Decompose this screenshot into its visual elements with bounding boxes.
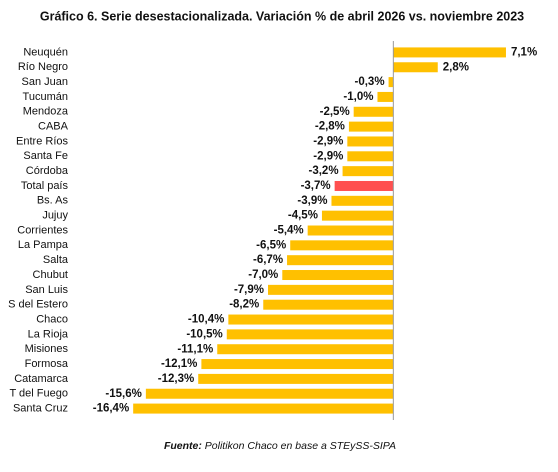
bar xyxy=(290,240,394,251)
bar xyxy=(198,373,394,384)
y-tick-label: San Luis xyxy=(25,284,68,296)
bar xyxy=(348,121,394,132)
bar xyxy=(347,136,394,147)
y-tick-label: T del Fuego xyxy=(9,388,68,400)
y-tick-label: San Juan xyxy=(22,76,68,88)
value-label: -15,6% xyxy=(105,388,141,400)
value-label: -12,3% xyxy=(158,373,194,385)
y-tick-label: S del Estero xyxy=(8,299,68,311)
bar xyxy=(347,151,394,162)
y-tick-label: Chaco xyxy=(36,313,68,325)
y-tick-label: CABA xyxy=(38,121,69,133)
value-label: -7,9% xyxy=(234,284,264,296)
value-label: -4,5% xyxy=(288,210,318,222)
value-label: -6,5% xyxy=(256,239,286,251)
y-tick-label: Jujuy xyxy=(42,210,68,222)
value-label: -2,8% xyxy=(315,121,345,133)
bar xyxy=(217,344,394,355)
y-tick-label: Neuquén xyxy=(23,46,68,58)
bar xyxy=(393,47,506,58)
value-label: -2,9% xyxy=(313,135,343,147)
bar xyxy=(307,225,394,236)
value-label: -10,5% xyxy=(186,328,222,340)
y-tick-label: Entre Ríos xyxy=(16,135,68,147)
value-label: -7,0% xyxy=(248,269,278,281)
y-tick-label: Catamarca xyxy=(14,373,69,385)
bar xyxy=(287,255,394,266)
y-tick-label: Mendoza xyxy=(23,106,69,118)
value-label: -0,3% xyxy=(355,76,385,88)
bar xyxy=(282,270,394,281)
value-label: -1,0% xyxy=(343,91,373,103)
y-tick-label: Corrientes xyxy=(17,224,68,236)
value-label: -12,1% xyxy=(161,358,197,370)
value-label: -5,4% xyxy=(274,225,304,237)
y-tick-label: La Rioja xyxy=(28,328,69,340)
y-tick-label: Tucumán xyxy=(23,91,68,103)
value-label: -6,7% xyxy=(253,254,283,266)
bar xyxy=(228,314,394,325)
bar xyxy=(268,284,394,295)
y-tick-label: Córdoba xyxy=(26,165,69,177)
y-tick-label: La Pampa xyxy=(18,239,69,251)
bar xyxy=(226,329,394,340)
bar xyxy=(342,166,394,177)
y-tick-label: Misiones xyxy=(25,343,69,355)
source-label: Fuente: xyxy=(164,440,202,452)
bar xyxy=(353,106,394,117)
value-label: -16,4% xyxy=(93,403,129,415)
y-tick-label: Formosa xyxy=(25,358,69,370)
bar xyxy=(331,195,394,206)
bar xyxy=(321,210,394,221)
value-label: -2,9% xyxy=(313,150,343,162)
source-text: Politikon Chaco en base a STEySS-SIPA xyxy=(205,440,396,452)
bar xyxy=(377,91,394,102)
bar xyxy=(201,359,394,370)
value-label: -3,7% xyxy=(301,180,331,192)
y-tick-label: Salta xyxy=(43,254,69,266)
y-tick-label: Chubut xyxy=(33,269,68,281)
chart-title: Gráfico 6. Serie desestacionalizada. Var… xyxy=(40,9,524,23)
value-label: 7,1% xyxy=(511,46,537,58)
value-label: -11,1% xyxy=(177,343,213,355)
value-label: -10,4% xyxy=(188,314,224,326)
y-tick-label: Bs. As xyxy=(37,195,69,207)
value-label: -3,2% xyxy=(309,165,339,177)
bar xyxy=(145,388,394,399)
y-tick-label: Santa Fe xyxy=(23,150,68,162)
bar xyxy=(334,180,394,191)
value-label: -8,2% xyxy=(229,299,259,311)
y-tick-label: Santa Cruz xyxy=(13,402,68,414)
value-label: -3,9% xyxy=(297,195,327,207)
bar xyxy=(388,77,394,88)
y-tick-label: Río Negro xyxy=(18,61,68,73)
value-label: 2,8% xyxy=(443,61,469,73)
bar xyxy=(393,62,438,73)
bar xyxy=(133,403,394,414)
bar xyxy=(263,299,394,310)
source: Fuente: Politikon Chaco en base a STEySS… xyxy=(164,440,396,452)
y-tick-label: Total país xyxy=(21,180,69,192)
value-label: -2,5% xyxy=(320,106,350,118)
